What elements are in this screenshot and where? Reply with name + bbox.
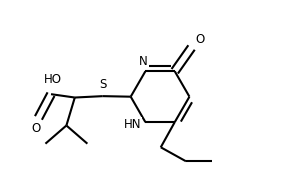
Text: HN: HN <box>124 118 141 131</box>
Text: HO: HO <box>44 73 62 86</box>
Text: S: S <box>99 78 106 91</box>
Text: O: O <box>31 122 40 135</box>
Text: N: N <box>139 55 148 68</box>
Text: O: O <box>195 33 204 46</box>
